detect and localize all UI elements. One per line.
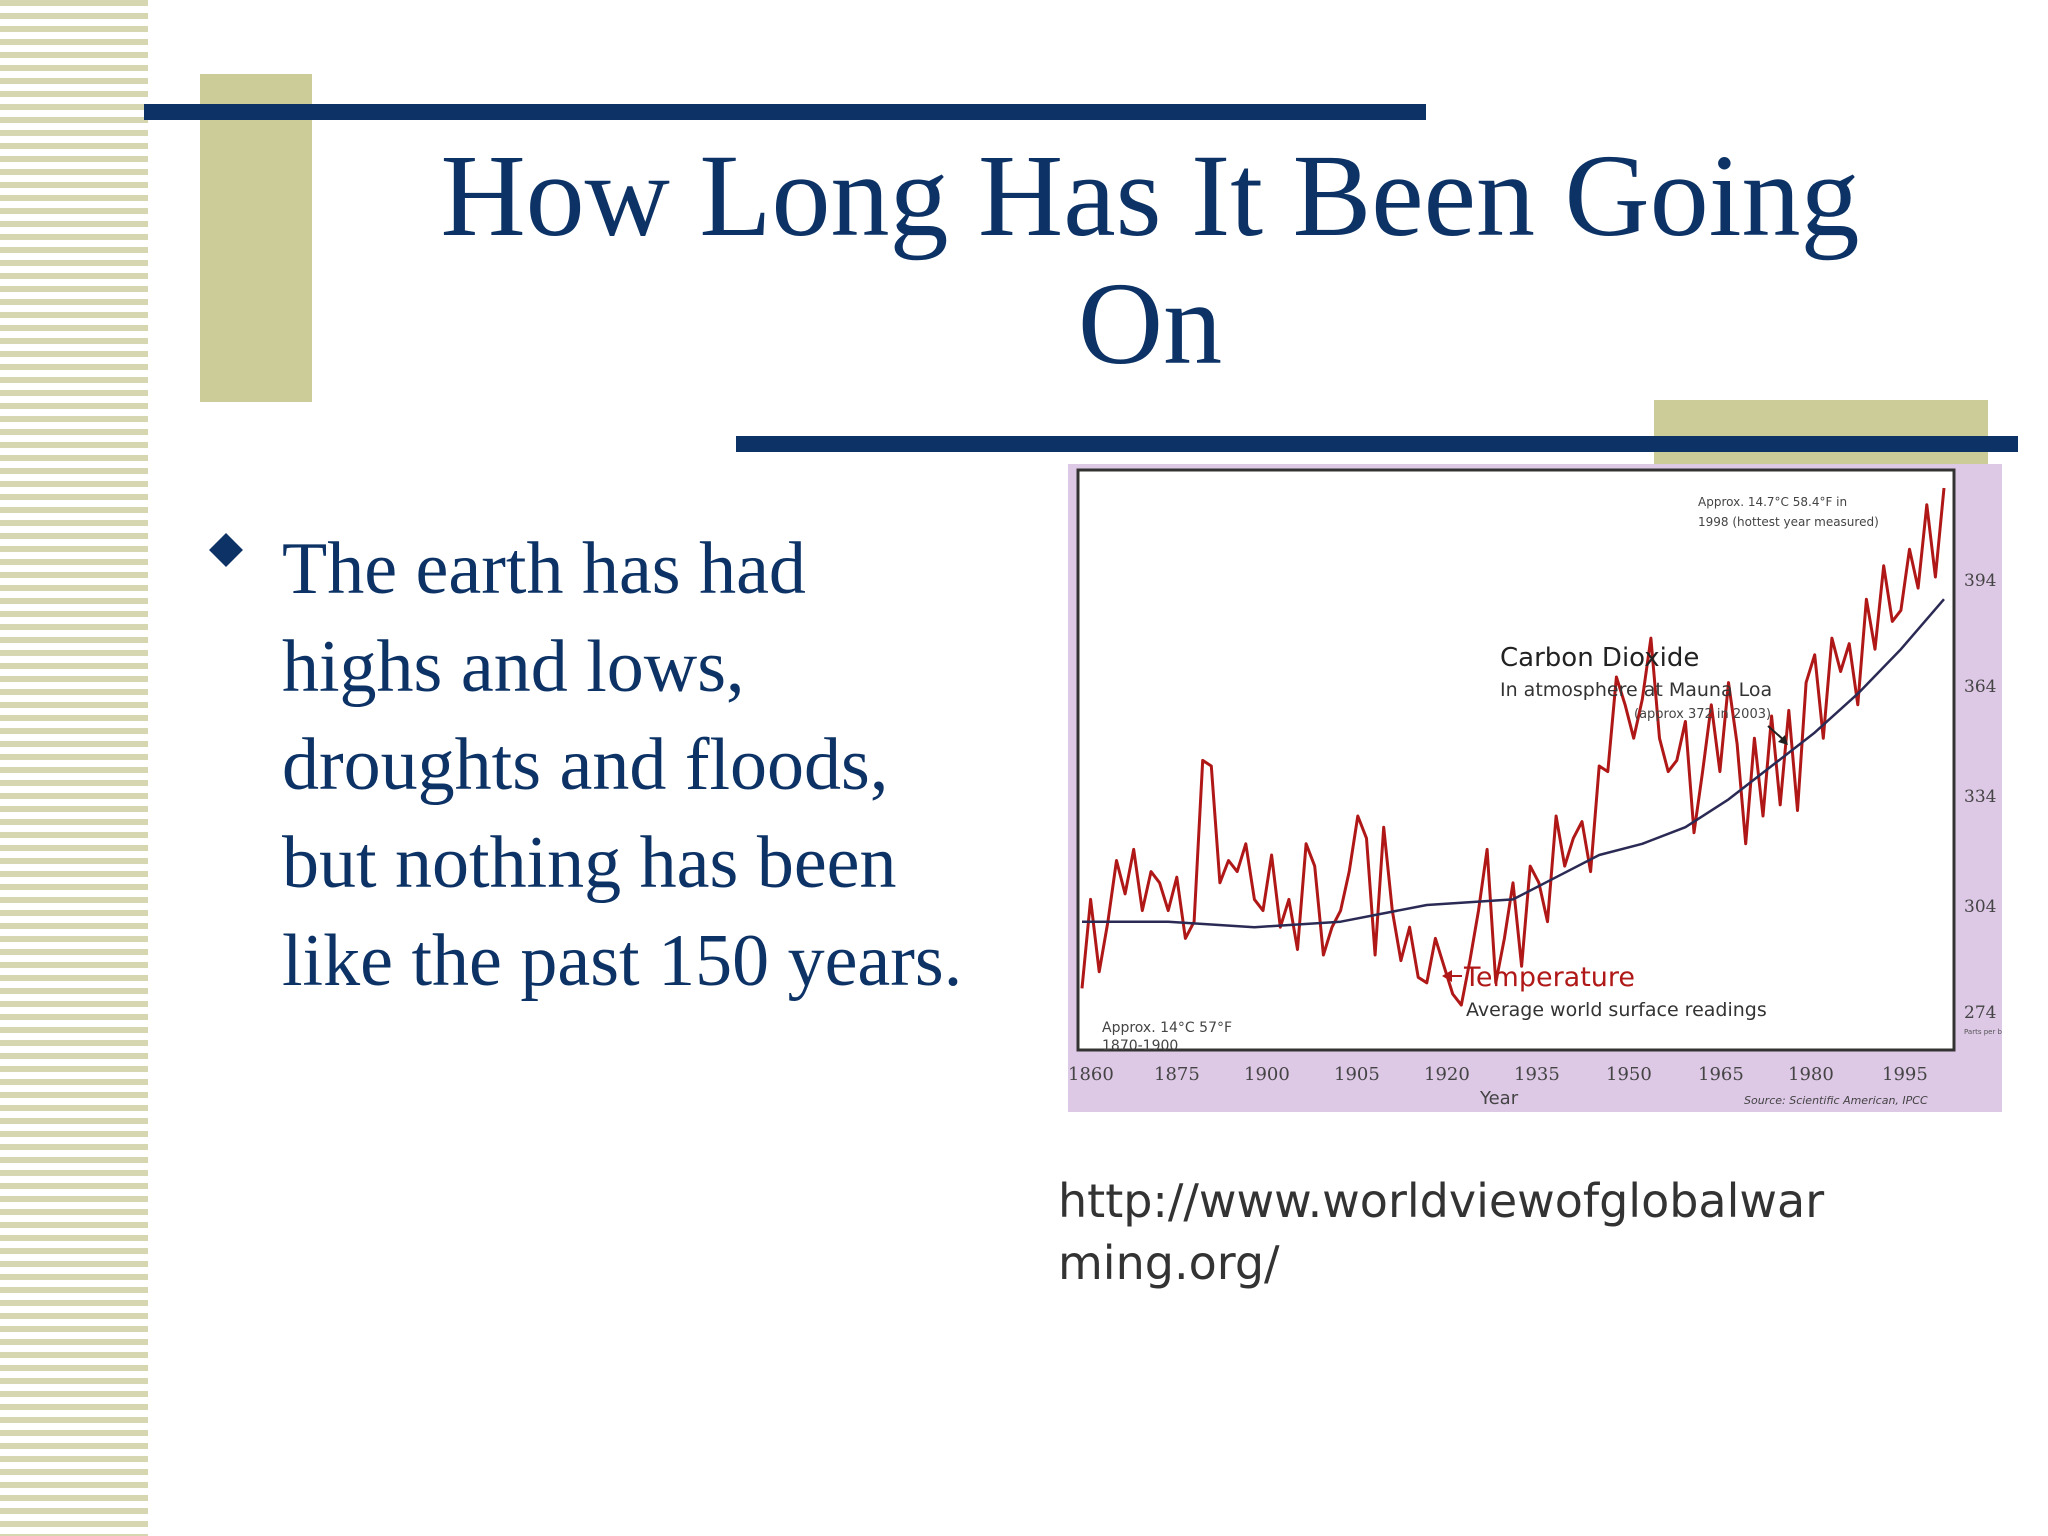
chart-svg: 394 364 334 304 274 Parts per billion 18… — [1068, 468, 2002, 1109]
chart-source: Source: Scientific American, IPCC — [1744, 1094, 1928, 1107]
accent-block-right — [1654, 400, 1988, 466]
temperature-title: Temperature — [1463, 962, 1635, 993]
x-tick-label: 1900 — [1244, 1064, 1290, 1085]
x-tick-label: 1950 — [1606, 1064, 1652, 1085]
right-tick-label: 274 — [1964, 1003, 1996, 1023]
source-url[interactable]: http://www.worldviewofglobalwar ming.org… — [1058, 1170, 1958, 1294]
bullet-text: The earth has had highs and lows, drough… — [282, 520, 1062, 1010]
annotation-baseline: Approx. 14°C 57°F — [1102, 1020, 1232, 1036]
bullet-line: droughts and floods, — [282, 724, 889, 806]
annotation-baseline: 1870-1900 — [1102, 1038, 1178, 1054]
bottom-rule — [736, 436, 2018, 452]
title-line-1: How Long Has It Been Going — [440, 130, 1860, 261]
x-tick-label: 1995 — [1882, 1064, 1928, 1085]
url-line: ming.org/ — [1058, 1236, 1280, 1290]
bullet-line: but nothing has been — [282, 822, 897, 904]
bullet-line: highs and lows, — [282, 626, 745, 708]
plot-area — [1076, 468, 1956, 1052]
annotation-hottest: Approx. 14.7°C 58.4°F in — [1698, 495, 1847, 509]
temperature-series — [1080, 487, 1946, 1007]
slide-title: How Long Has It Been Going On — [330, 132, 1970, 388]
bullet-diamond-icon — [209, 533, 243, 567]
accent-block-left — [200, 74, 312, 402]
co2-arrowhead-icon — [1778, 735, 1788, 745]
right-tick-label: 334 — [1964, 787, 1996, 807]
x-tick-label: 1935 — [1514, 1064, 1560, 1085]
bullet-line: The earth has had — [282, 528, 806, 610]
right-tick-label: 364 — [1964, 677, 1996, 697]
annotation-hottest: 1998 (hottest year measured) — [1698, 515, 1879, 529]
url-line: http://www.worldviewofglobalwar — [1058, 1174, 1825, 1228]
co2-note: (approx 372 in 2003) — [1634, 707, 1771, 722]
co2-subtitle: In atmosphere at Mauna Loa — [1500, 679, 1772, 701]
x-tick-label: 1905 — [1334, 1064, 1380, 1085]
x-axis-label: Year — [1479, 1088, 1519, 1109]
right-tick-label: 394 — [1964, 571, 1996, 591]
title-line-2: On — [1077, 258, 1223, 389]
x-tick-label: 1860 — [1068, 1064, 1114, 1085]
x-tick-label: 1980 — [1788, 1064, 1834, 1085]
right-tick-label: 304 — [1964, 897, 1996, 917]
co2-series — [1082, 598, 1945, 929]
temperature-line — [1080, 487, 1946, 1007]
x-tick-label: 1965 — [1698, 1064, 1744, 1085]
bullet-line: like the past 150 years. — [282, 920, 963, 1002]
temperature-co2-chart: 394 364 334 304 274 Parts per billion 18… — [1068, 464, 2002, 1112]
temperature-arrowhead-icon — [1442, 970, 1452, 982]
temperature-subtitle: Average world surface readings — [1466, 999, 1767, 1021]
x-tick-label: 1920 — [1424, 1064, 1470, 1085]
top-rule — [144, 104, 1426, 120]
right-axis-unit: Parts per billion — [1964, 1028, 2002, 1036]
x-tick-label: 1875 — [1154, 1064, 1200, 1085]
striped-margin — [0, 0, 148, 1536]
co2-line — [1082, 598, 1945, 929]
co2-title: Carbon Dioxide — [1500, 643, 1699, 673]
